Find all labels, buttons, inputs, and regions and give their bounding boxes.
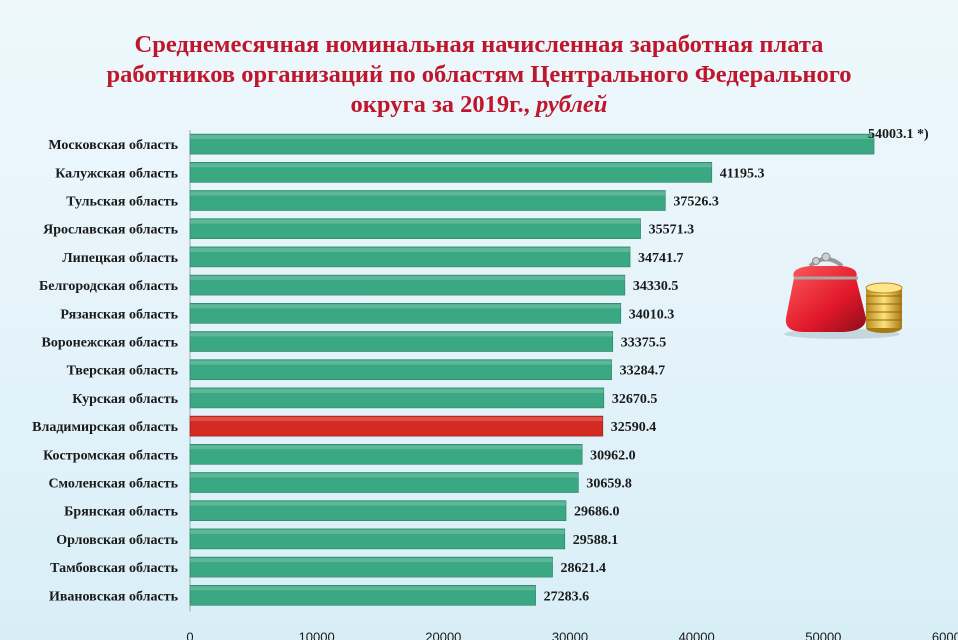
category-label: Курская область	[72, 392, 178, 407]
bar	[189, 162, 713, 183]
category-label: Ивановская область	[49, 589, 179, 604]
data-label: 54003.1 *)	[868, 127, 929, 142]
x-tick-label: 40000	[679, 629, 715, 640]
bar-shine	[190, 473, 579, 478]
data-label: 30659.8	[586, 477, 632, 492]
bar	[189, 246, 631, 268]
data-label: 29686.0	[574, 505, 620, 520]
bar	[189, 387, 605, 409]
bar-shine	[190, 529, 565, 534]
data-label: 35571.3	[649, 223, 695, 238]
data-label: 28621.4	[561, 561, 607, 576]
data-label: 34741.7	[638, 251, 684, 266]
bar-shine	[190, 332, 613, 337]
chart-title-line-3: округа за 2019г., рублей	[0, 90, 958, 120]
chart-title-period: округа за 2019г.,	[350, 91, 536, 118]
data-label: 29588.1	[573, 533, 619, 548]
bar	[189, 274, 626, 296]
bar	[189, 218, 641, 239]
category-label: Тульская область	[66, 195, 178, 210]
chart-title-line-2: работников организаций по областям Центр…	[106, 61, 852, 88]
bar-shine	[190, 558, 553, 563]
bar-shine	[190, 388, 604, 393]
data-label: 34330.5	[633, 279, 679, 294]
bar	[189, 359, 612, 381]
category-label: Рязанская область	[60, 307, 178, 322]
category-label: Смоленская область	[48, 477, 178, 492]
category-label: Брянская область	[64, 505, 178, 520]
category-label: Калужская область	[55, 166, 178, 181]
chart-title: Среднемесячная номинальная начисленная з…	[0, 30, 958, 120]
category-label: Орловская область	[56, 533, 178, 548]
data-label: 27283.6	[544, 589, 590, 604]
bar	[189, 528, 566, 550]
data-label: 41195.3	[720, 166, 765, 181]
bar-shine	[190, 191, 666, 196]
bar	[189, 472, 579, 493]
bar-shine	[190, 219, 641, 224]
bar-shine	[190, 276, 625, 281]
category-label: Московская область	[48, 138, 178, 153]
x-tick-label: 30000	[552, 629, 588, 640]
data-label: 30962.0	[590, 448, 636, 463]
x-tick-label: 50000	[805, 629, 841, 640]
purse-coins-icon	[784, 252, 903, 339]
bar	[189, 556, 553, 578]
bar	[189, 302, 622, 324]
bar-shine	[190, 247, 631, 252]
category-label: Владимирская область	[32, 420, 178, 435]
bar-shine	[190, 304, 621, 309]
data-label: 37526.3	[673, 195, 719, 210]
category-label: Ярославская область	[43, 223, 178, 238]
bar-shine	[190, 501, 567, 506]
bar-highlight	[189, 415, 604, 437]
data-label: 33375.5	[621, 336, 667, 351]
category-label: Тверская область	[67, 364, 179, 379]
bar-shine	[190, 586, 536, 591]
category-label: Липецкая область	[62, 251, 178, 266]
x-tick-label: 20000	[425, 629, 461, 640]
bar-shine	[190, 135, 875, 140]
chart-title-unit: рублей	[535, 91, 608, 118]
chart-title-line-1: Среднемесячная номинальная начисленная з…	[134, 31, 824, 58]
data-label: 33284.7	[620, 364, 666, 379]
bar	[189, 584, 536, 606]
data-label: 34010.3	[629, 307, 675, 322]
data-label: 32590.4	[611, 420, 657, 435]
bar-shine	[190, 417, 603, 422]
bar	[189, 133, 875, 155]
bar-shine	[190, 445, 583, 450]
data-label: 32670.5	[612, 392, 658, 407]
x-tick-label: 10000	[299, 629, 335, 640]
bar	[189, 331, 614, 352]
bar	[189, 190, 666, 211]
x-tick-label: 0	[186, 629, 193, 640]
category-label: Воронежская область	[42, 336, 179, 351]
x-tick-label: 60000	[932, 629, 958, 640]
category-label: Тамбовская область	[50, 561, 178, 576]
category-label: Белгородская область	[39, 279, 179, 294]
bar	[189, 443, 583, 465]
bar-shine	[190, 360, 612, 365]
bar	[189, 500, 567, 522]
category-label: Костромская область	[43, 448, 179, 463]
bar-shine	[190, 163, 712, 168]
